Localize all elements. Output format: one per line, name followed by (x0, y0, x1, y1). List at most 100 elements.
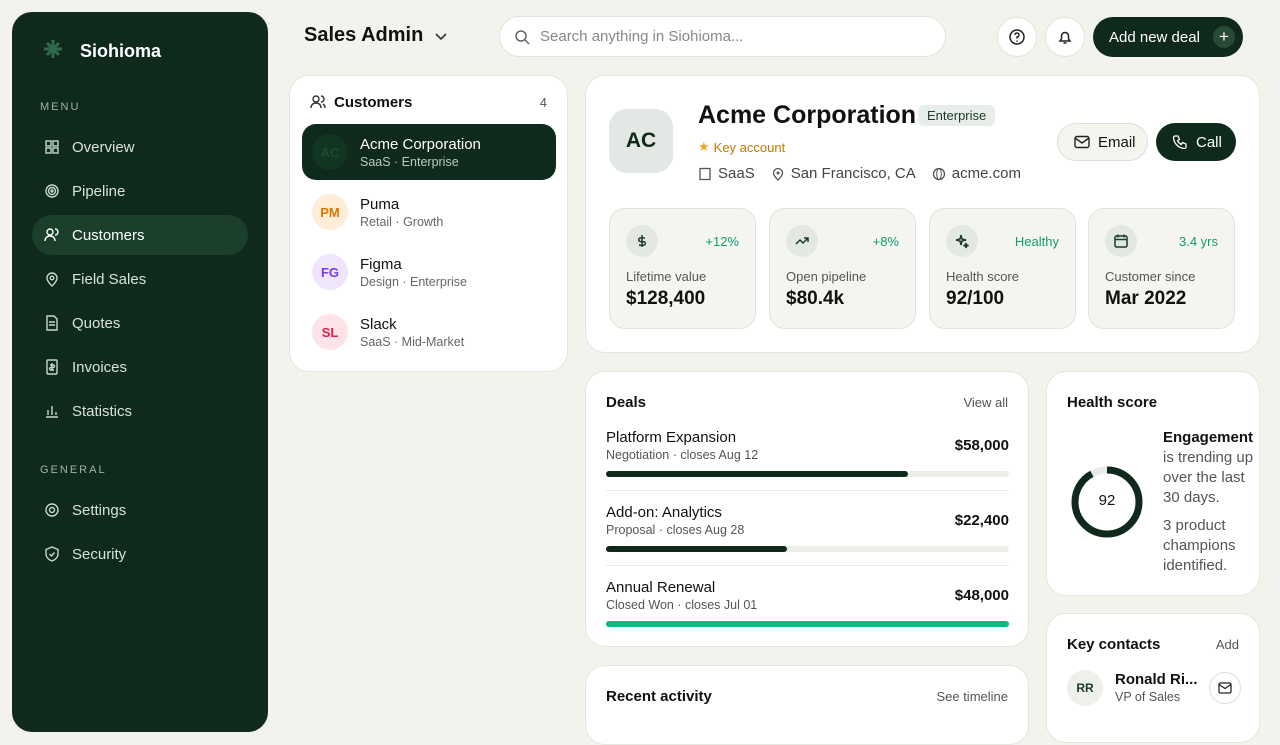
stat-change: 3.4 yrs (1178, 234, 1218, 249)
key-account: ★ Key account (698, 139, 785, 155)
add-contact-link[interactable]: Add (1215, 637, 1239, 652)
building-icon (699, 167, 711, 180)
icon-shape (47, 186, 57, 196)
nav-item[interactable]: Security (32, 534, 248, 574)
icon-shape (955, 234, 969, 249)
customers-panel: Customers 4 AC Acme Corporation SaaS · Ent… (289, 75, 568, 372)
icon-shape (1114, 235, 1128, 248)
deal-row[interactable]: Annual Renewal Closed Won · closes Jul 01… (606, 579, 1009, 641)
mail-icon (1074, 135, 1090, 149)
customer-avatar: FG (312, 254, 348, 290)
location: San Francisco, CA (790, 165, 916, 182)
nav-item[interactable]: Pipeline (32, 171, 248, 211)
pin-icon (772, 167, 783, 181)
nav-item[interactable]: Overview (32, 127, 248, 167)
nav-label: Pipeline (72, 182, 126, 200)
deal-meta: Negotiation · closes Aug 12 (606, 448, 759, 462)
icon-shape (50, 189, 54, 193)
customer-row[interactable]: FG Figma Design · Enterprise (302, 244, 556, 300)
customers-title: Customers (334, 94, 413, 111)
nav-item[interactable]: Statistics (32, 391, 248, 431)
contact-name: Ronald Ri... (1115, 671, 1198, 688)
notifications-button[interactable] (1045, 17, 1085, 57)
progress-bar (606, 546, 788, 552)
mail-icon (1218, 682, 1232, 694)
nav-item[interactable]: Field Sales (32, 259, 248, 299)
call-button[interactable]: Call (1156, 123, 1236, 161)
ring-label: 92 (1098, 492, 1116, 509)
timeline-link[interactable]: See timeline (936, 689, 1008, 704)
icon-shape (48, 506, 56, 514)
view-all-link[interactable]: View all (963, 395, 1008, 410)
search-icon (515, 29, 530, 45)
contacts-panel: Key contacts Add RR Ronald Ri... VP of Sal… (1046, 613, 1260, 743)
nav-item[interactable]: Invoices (32, 347, 248, 387)
nav-item[interactable]: Settings (32, 490, 248, 530)
icon-shape (45, 147, 52, 154)
star-icon: ★ (698, 139, 710, 154)
deal-row[interactable]: Platform Expansion Negotiation · closes A… (606, 429, 1009, 491)
contact-role: VP of Sales (1115, 690, 1181, 704)
deal-amount: $22,400 (954, 512, 1009, 529)
nav-label: Quotes (72, 314, 121, 332)
stat-label: Lifetime value (626, 269, 707, 284)
icon-shape (44, 228, 59, 242)
icon-shape (45, 184, 59, 198)
engagement-label: Engagement (1163, 429, 1254, 446)
title-text: Sales Admin (304, 24, 424, 46)
nav-label: Security (72, 545, 127, 563)
nav-label: Customers (72, 226, 145, 244)
ring-value (1071, 466, 1143, 538)
deal-name: Platform Expansion (606, 429, 737, 446)
add-deal-label: Add new deal (1109, 28, 1200, 46)
customer-name: Figma (360, 256, 402, 273)
deal-row[interactable]: Add-on: Analytics Proposal · closes Aug 2… (606, 504, 1009, 566)
tier-badge: Enterprise (918, 105, 996, 126)
icon-shape (1218, 682, 1232, 694)
add-deal-button[interactable]: Add new deal + (1093, 17, 1243, 57)
help-icon (1009, 29, 1025, 45)
phone-icon (1172, 135, 1187, 150)
stat-value: $128,400 (626, 288, 706, 309)
icon-shape (45, 503, 59, 517)
menu-label: MENU (40, 101, 81, 113)
icon-shape (45, 546, 59, 562)
page-title[interactable]: Sales Admin (304, 24, 451, 47)
nav-item[interactable]: Customers (32, 215, 248, 255)
customer-row[interactable]: PM Puma Retail · Growth (302, 184, 556, 240)
stat-value: Mar 2022 (1105, 288, 1187, 309)
contact-row[interactable]: RR Ronald Ri... VP of Sales (1067, 670, 1241, 706)
customers-count: 4 (539, 95, 547, 110)
deal-meta: Closed Won · closes Jul 01 (606, 598, 758, 612)
stat-label: Customer since (1105, 269, 1196, 284)
engagement-note: Engagement is trending up over the last … (1163, 428, 1255, 508)
stat-icon (1105, 225, 1137, 257)
industry: SaaS (718, 165, 755, 182)
deals-title: Deals (606, 394, 647, 411)
activity-title: Recent activity (606, 688, 712, 705)
stat-card: +8% Open pipeline $80.4k (769, 208, 916, 329)
nav-icon (46, 315, 58, 331)
nav-label: Invoices (72, 358, 128, 376)
customer-name: Slack (360, 316, 397, 333)
progress-bar (606, 621, 1009, 627)
nav-icon (44, 228, 59, 242)
icon-shape (637, 235, 647, 247)
contact-email-button[interactable] (1209, 672, 1241, 704)
engagement-text: is trending up over the last 30 days. (1163, 449, 1254, 506)
chevron (435, 32, 447, 40)
customer-row[interactable]: SL Slack SaaS · Mid-Market (302, 304, 556, 360)
deal-name: Add-on: Analytics (606, 504, 722, 521)
call-label: Call (1196, 133, 1222, 151)
customer-meta: SaaS · Enterprise (360, 155, 459, 169)
customer-avatar: AC (312, 134, 348, 170)
icon-shape (1218, 683, 1232, 690)
stat-icon (946, 225, 978, 257)
nav-item[interactable]: Quotes (32, 303, 248, 343)
help-button[interactable] (997, 17, 1037, 57)
customer-name: Puma (360, 196, 400, 213)
search-box[interactable]: Search anything in Siohioma... (499, 16, 946, 57)
divider (606, 490, 1009, 491)
email-button[interactable]: Email (1057, 123, 1148, 161)
customer-row[interactable]: AC Acme Corporation SaaS · Enterprise (302, 124, 556, 180)
